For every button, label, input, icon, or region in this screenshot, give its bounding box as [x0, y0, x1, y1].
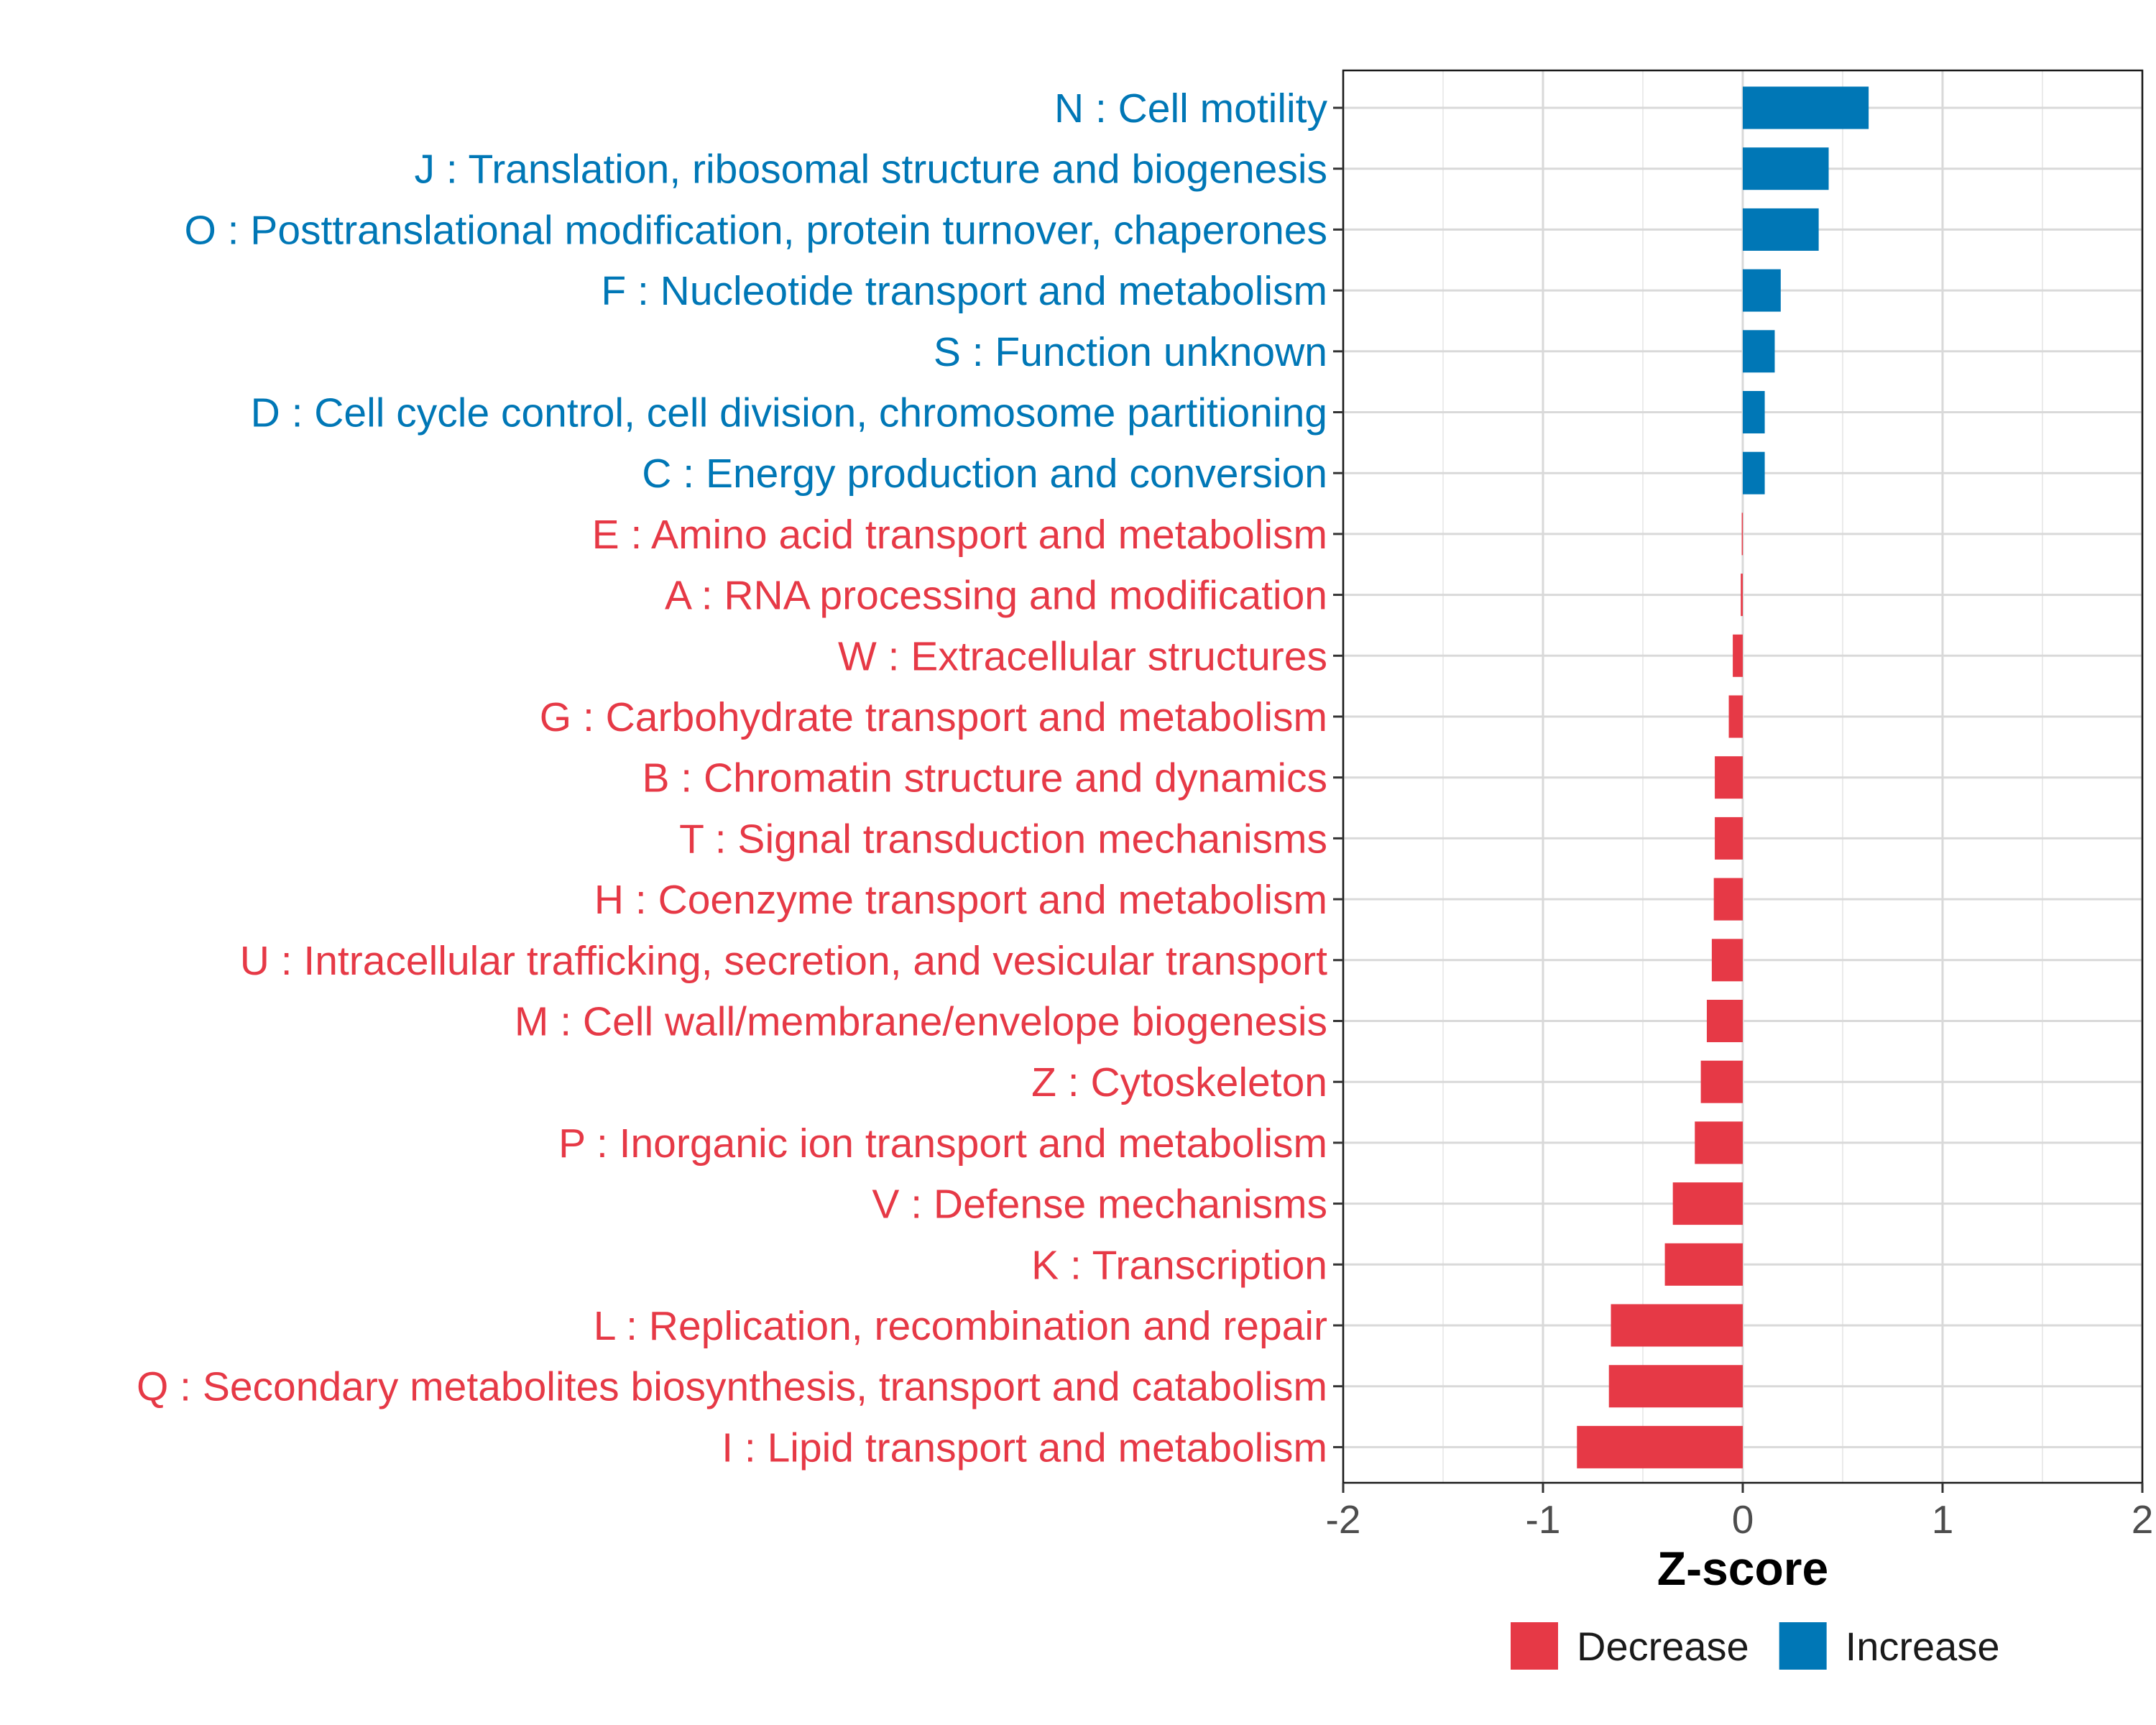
legend-key-decrease [1511, 1622, 1558, 1670]
x-tick-label: 2 [2132, 1497, 2154, 1542]
bar [1715, 816, 1743, 860]
x-tick-label: -1 [1526, 1497, 1561, 1542]
legend-label: Increase [1846, 1624, 2000, 1669]
category-label: Z : Cytoskeleton [1031, 1059, 1327, 1105]
x-axis-title: Z-score [1657, 1542, 1828, 1595]
bar [1743, 269, 1781, 312]
bar [1743, 391, 1765, 433]
category-label: D : Cell cycle control, cell division, c… [251, 390, 1327, 436]
category-label: A : RNA processing and modification [665, 573, 1327, 619]
category-label: Q : Secondary metabolites biosynthesis, … [137, 1364, 1327, 1410]
bar [1713, 878, 1743, 921]
category-label: K : Transcription [1031, 1242, 1327, 1288]
bar [1741, 574, 1743, 617]
category-label: F : Nucleotide transport and metabolism [601, 268, 1327, 314]
category-label: N : Cell motility [1054, 86, 1328, 132]
x-axis: -2 -1 0 1 2 [1326, 1483, 2154, 1542]
bar [1608, 1365, 1743, 1408]
bar [1672, 1182, 1743, 1225]
bars [1577, 86, 1869, 1468]
bar [1695, 1121, 1743, 1164]
bar [1743, 330, 1775, 373]
legend-key-increase [1779, 1622, 1827, 1670]
category-label: J : Translation, ribosomal structure and… [415, 147, 1327, 193]
legend: Decrease Increase [1511, 1622, 1999, 1670]
category-label: E : Amino acid transport and metabolism [592, 512, 1327, 558]
bar [1700, 1060, 1743, 1103]
category-label: S : Function unknown [934, 329, 1327, 375]
category-label: C : Energy production and conversion [642, 451, 1327, 497]
category-label: T : Signal transduction mechanisms [679, 816, 1327, 862]
category-label: I : Lipid transport and metabolism [722, 1425, 1327, 1471]
category-label: M : Cell wall/membrane/envelope biogenes… [515, 999, 1327, 1045]
category-label: W : Extracellular structures [838, 633, 1327, 679]
bar [1743, 451, 1765, 494]
bar [1664, 1243, 1743, 1286]
category-label: G : Carbohydrate transport and metabolis… [540, 694, 1327, 740]
bar [1577, 1425, 1743, 1468]
x-tick-label: 1 [1932, 1497, 1954, 1542]
bar [1733, 634, 1743, 677]
x-tick-label: 0 [1732, 1497, 1754, 1542]
bar [1743, 147, 1829, 190]
category-label: V : Defense mechanisms [872, 1182, 1327, 1228]
y-axis: N : Cell motility J : Translation, riboso… [137, 86, 1343, 1471]
bar [1715, 756, 1743, 799]
bar [1711, 939, 1743, 982]
category-label: U : Intracellular trafficking, secretion… [240, 938, 1327, 984]
bar [1728, 695, 1743, 738]
bar [1611, 1304, 1743, 1347]
legend-label: Decrease [1577, 1624, 1749, 1669]
bar [1706, 1000, 1743, 1042]
category-label: L : Replication, recombination and repai… [594, 1303, 1327, 1349]
bar [1743, 208, 1819, 251]
bar [1743, 86, 1869, 129]
category-label: H : Coenzyme transport and metabolism [594, 877, 1327, 923]
bar [1741, 512, 1743, 556]
category-label: B : Chromatin structure and dynamics [642, 755, 1327, 801]
category-label: P : Inorganic ion transport and metaboli… [558, 1121, 1327, 1167]
category-label: O : Posttranslational modification, prot… [184, 207, 1327, 253]
x-tick-label: -2 [1326, 1497, 1361, 1542]
